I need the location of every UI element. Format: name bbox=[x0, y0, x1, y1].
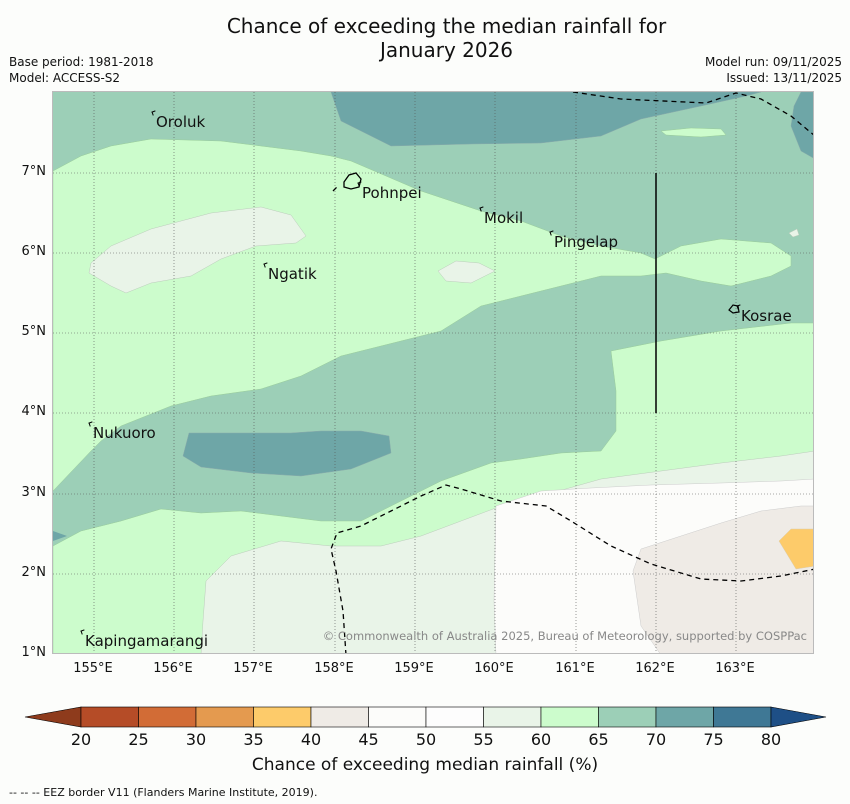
rainfall-map: Oroluk Pohnpei Mokil Pingelap Ngatik Kos… bbox=[52, 91, 814, 654]
band-70-75-south bbox=[182, 430, 392, 477]
base-period-text: Base period: 1981-2018 bbox=[9, 55, 154, 69]
lon-label-158e: 158°E bbox=[314, 661, 354, 676]
cb-tick-20: 20 bbox=[70, 730, 92, 749]
cb-tick-40: 40 bbox=[300, 730, 322, 749]
band-35-40-south bbox=[778, 528, 813, 570]
colorbar-45-50 bbox=[368, 706, 427, 728]
model-run-text: Model run: 09/11/2025 bbox=[704, 55, 842, 69]
cb-tick-30: 30 bbox=[185, 730, 207, 749]
cb-tick-35: 35 bbox=[243, 730, 264, 749]
colorbar bbox=[24, 706, 827, 728]
lat-label-5n: 5°N bbox=[21, 324, 47, 339]
title-line-1: Chance of exceeding the median rainfall … bbox=[226, 14, 667, 38]
place-pohnpei: Pohnpei bbox=[362, 184, 422, 202]
colorbar-55-60 bbox=[483, 706, 542, 728]
meta-right: Model run: 09/11/2025 Issued: 13/11/2025 bbox=[705, 54, 842, 86]
lat-label-7n: 7°N bbox=[21, 164, 47, 179]
colorbar-35-40 bbox=[253, 706, 312, 728]
lon-label-157e: 157°E bbox=[233, 661, 273, 676]
place-pingelap: Pingelap bbox=[554, 233, 619, 251]
band-55-60-west bbox=[88, 206, 307, 294]
map-svg bbox=[53, 92, 813, 653]
title-line-2: January 2026 bbox=[379, 38, 514, 62]
lat-label-1n: 1°N bbox=[21, 645, 47, 660]
colorbar-75-80 bbox=[713, 706, 772, 728]
colorbar-40-45 bbox=[310, 706, 369, 728]
eez-footnote: -- -- -- EEZ border V11 (Flanders Marine… bbox=[9, 786, 318, 799]
place-kapingamarangi: Kapingamarangi bbox=[85, 632, 209, 650]
lon-label-162e: 162°E bbox=[635, 661, 675, 676]
cb-tick-60: 60 bbox=[530, 730, 552, 749]
place-ngatik: Ngatik bbox=[268, 265, 317, 283]
colorbar-25-30 bbox=[138, 706, 197, 728]
lon-label-159e: 159°E bbox=[394, 661, 434, 676]
cb-tick-70: 70 bbox=[645, 730, 667, 749]
place-nukuoro: Nukuoro bbox=[93, 424, 156, 442]
colorbar-title: Chance of exceeding median rainfall (%) bbox=[251, 755, 599, 775]
lon-label-156e: 156°E bbox=[153, 661, 193, 676]
place-oroluk: Oroluk bbox=[156, 113, 206, 131]
colorbar-above-80 bbox=[770, 706, 827, 728]
colorbar-50-55 bbox=[425, 706, 484, 728]
cb-tick-25: 25 bbox=[128, 730, 149, 749]
meta-left: Base period: 1981-2018 Model: ACCESS-S2 bbox=[9, 54, 154, 86]
cb-tick-80: 80 bbox=[760, 730, 782, 749]
cb-tick-55: 55 bbox=[473, 730, 494, 749]
band-55-60-mid bbox=[437, 260, 496, 284]
colorbar-70-75 bbox=[655, 706, 714, 728]
lon-label-163e: 163°E bbox=[715, 661, 755, 676]
colorbar-65-70 bbox=[598, 706, 657, 728]
lat-label-2n: 2°N bbox=[21, 565, 47, 580]
lat-label-6n: 6°N bbox=[21, 244, 47, 259]
colorbar-60-65 bbox=[540, 706, 599, 728]
colorbar-30-35 bbox=[195, 706, 254, 728]
lon-label-160e: 160°E bbox=[474, 661, 514, 676]
lon-label-161e: 161°E bbox=[555, 661, 595, 676]
place-kosrae: Kosrae bbox=[741, 307, 792, 325]
model-text: Model: ACCESS-S2 bbox=[9, 71, 121, 85]
chart-title: Chance of exceeding the median rainfall … bbox=[0, 14, 850, 62]
place-mokil: Mokil bbox=[484, 209, 524, 227]
cb-tick-75: 75 bbox=[703, 730, 724, 749]
band-70-75-westedge bbox=[53, 531, 67, 541]
cb-tick-65: 65 bbox=[588, 730, 609, 749]
band-55-60-east bbox=[788, 228, 800, 238]
cb-tick-50: 50 bbox=[415, 730, 437, 749]
lat-label-4n: 4°N bbox=[21, 404, 47, 419]
colorbar-below-20 bbox=[24, 706, 82, 728]
lat-label-3n: 3°N bbox=[21, 485, 47, 500]
band-70-75-north bbox=[330, 92, 762, 147]
band-70-75-northeast bbox=[790, 92, 813, 159]
issued-text: Issued: 13/11/2025 bbox=[726, 71, 842, 85]
band-60-65-islet bbox=[660, 127, 727, 138]
cb-tick-45: 45 bbox=[358, 730, 379, 749]
eez-border bbox=[330, 92, 813, 653]
copyright-text: © Commonwealth of Australia 2025, Bureau… bbox=[322, 629, 807, 643]
lon-label-155e: 155°E bbox=[73, 661, 113, 676]
colorbar-20-25 bbox=[80, 706, 139, 728]
